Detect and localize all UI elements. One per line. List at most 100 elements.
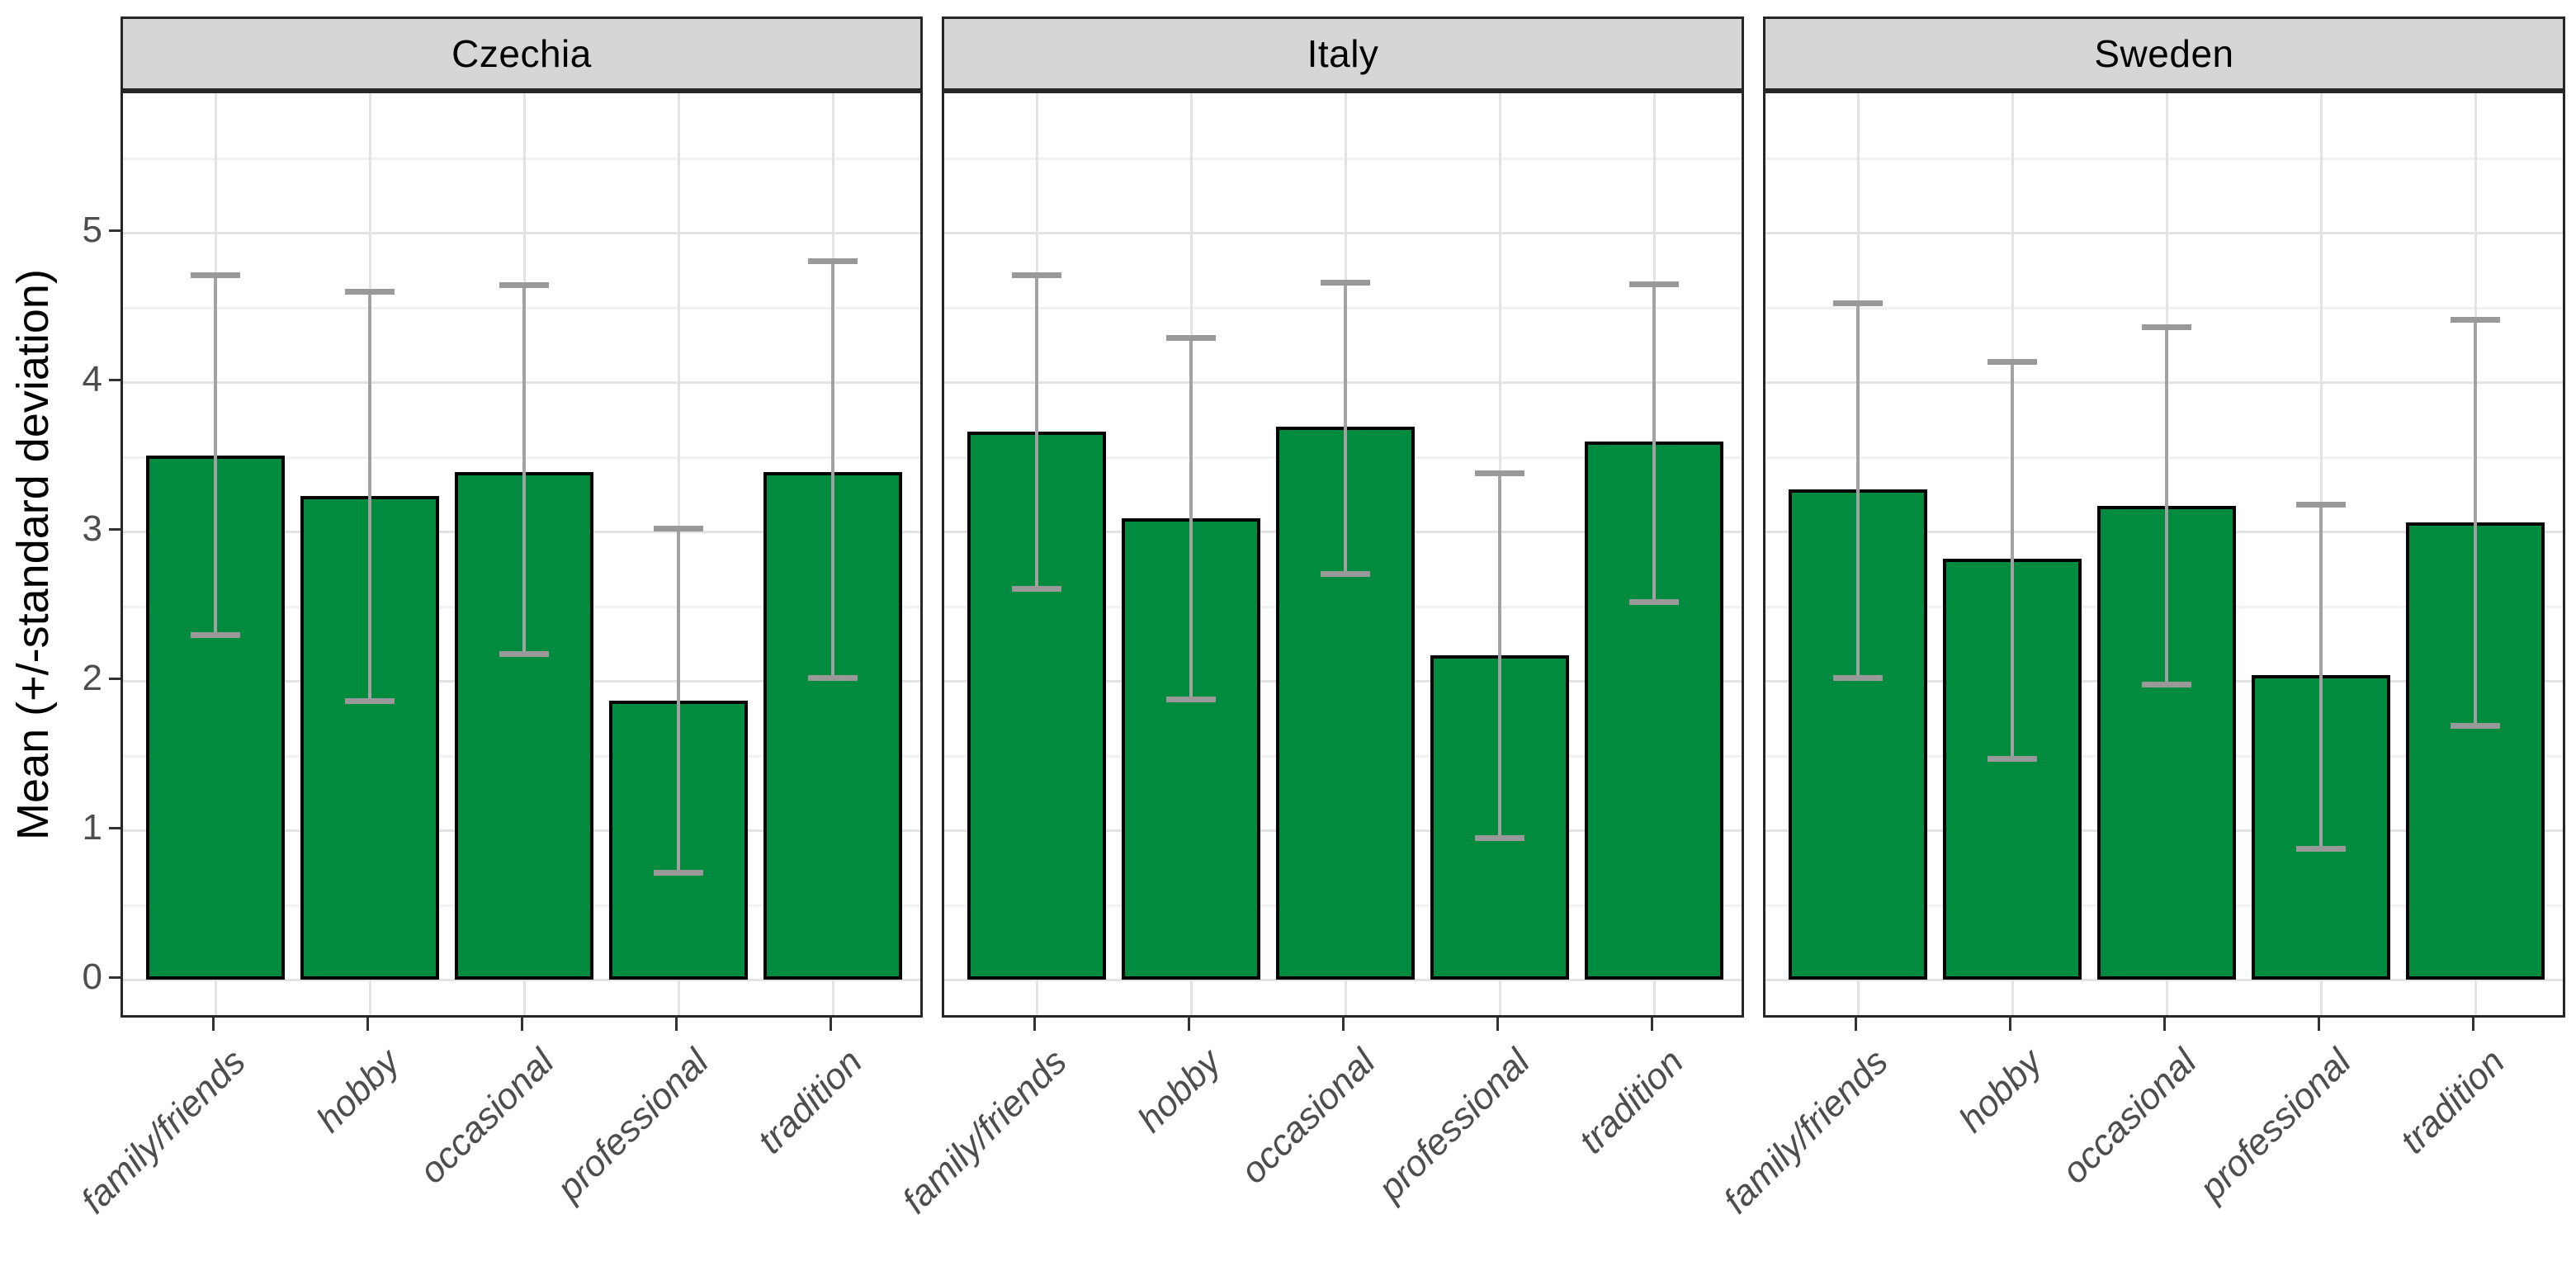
- gridline-minor: [1765, 157, 2563, 160]
- gridline-major: [944, 979, 1742, 981]
- gridline-minor: [123, 456, 920, 459]
- gridline-minor: [123, 157, 920, 160]
- y-axis-tick: [109, 229, 121, 232]
- error-bar-cap-bottom: [345, 697, 395, 704]
- facet-strip-label: Czechia: [451, 32, 592, 75]
- gridline-major: [944, 381, 1742, 384]
- error-bar-cap-top: [191, 272, 240, 278]
- facet-strip-sweden: Sweden: [1763, 17, 2565, 91]
- gridline-major: [944, 232, 1742, 234]
- gridline-minor: [1765, 306, 2563, 309]
- error-bar-cap-top: [1988, 358, 2037, 365]
- x-tick-label-occasional: occasional: [1232, 1042, 1383, 1192]
- error-bar-cap-top: [2142, 324, 2191, 331]
- x-tick-label-professional: professional: [1370, 1042, 1538, 1209]
- error-bar-cap-bottom: [2296, 845, 2346, 852]
- gridline-minor: [123, 306, 920, 309]
- error-bar-cap-top: [2451, 316, 2500, 323]
- error-bar-cap-top: [499, 282, 549, 289]
- bar-sweden-occasional: [2097, 506, 2236, 980]
- error-bar-stem: [1856, 303, 1860, 678]
- x-tick-label-occasional: occasional: [411, 1042, 562, 1192]
- gridline-major: [123, 381, 920, 384]
- panel-sweden: [1763, 91, 2565, 1018]
- x-axis-tick: [1033, 1018, 1036, 1031]
- error-bar-cap-top: [1475, 470, 1524, 477]
- gridline-minor: [1765, 456, 2563, 459]
- error-bar-stem: [368, 291, 371, 701]
- gridline-minor: [944, 306, 1742, 309]
- bar-czechia-occasional: [455, 471, 593, 980]
- error-bar-cap-bottom: [2451, 723, 2500, 730]
- error-bar-cap-top: [1166, 334, 1216, 341]
- error-bar-stem: [1189, 337, 1193, 699]
- error-bar-stem: [831, 261, 834, 678]
- error-bar-cap-bottom: [1629, 599, 1679, 606]
- error-bar-stem: [522, 285, 526, 654]
- error-bar-cap-bottom: [1166, 696, 1216, 702]
- x-axis-tick: [2009, 1018, 2011, 1031]
- x-axis-tick: [1188, 1018, 1190, 1031]
- y-axis-tick: [109, 827, 121, 829]
- y-axis-title: Mean (+/-standard deviation): [8, 268, 58, 840]
- x-tick-label-professional: professional: [549, 1042, 716, 1209]
- y-tick-label-4: 4: [82, 359, 102, 399]
- x-tick-label-hobby: hobby: [309, 1042, 408, 1141]
- error-bar-cap-top: [1833, 300, 1883, 307]
- error-bar-stem: [1344, 281, 1347, 574]
- x-tick-label-tradition: tradition: [2393, 1042, 2513, 1162]
- x-axis-tick: [1651, 1018, 1653, 1031]
- error-bar-cap-bottom: [191, 631, 240, 638]
- x-tick-label-family-friends: family/friends: [894, 1042, 1075, 1221]
- x-tick-label-family-friends: family/friends: [1715, 1042, 1896, 1221]
- error-bar-cap-top: [345, 288, 395, 295]
- y-tick-label-1: 1: [82, 807, 102, 848]
- error-bar-stem: [1035, 274, 1038, 588]
- error-bar-cap-bottom: [1012, 585, 1061, 592]
- facet-strip-czechia: Czechia: [121, 17, 923, 91]
- panel-italy: [942, 91, 1744, 1018]
- error-bar-cap-top: [2296, 502, 2346, 508]
- x-tick-label-professional: professional: [2191, 1042, 2359, 1209]
- x-tick-label-tradition: tradition: [1572, 1042, 1692, 1162]
- facet-strip-label: Italy: [1307, 32, 1379, 75]
- error-bar-cap-top: [1321, 279, 1370, 286]
- x-axis-tick: [675, 1018, 678, 1031]
- x-tick-label-hobby: hobby: [1130, 1042, 1229, 1141]
- y-axis-tick: [109, 678, 121, 680]
- y-axis-tick: [109, 379, 121, 381]
- error-bar-cap-bottom: [2142, 681, 2191, 687]
- x-axis-tick: [830, 1018, 832, 1031]
- error-bar-stem: [1652, 283, 1656, 602]
- error-bar-cap-top: [1629, 281, 1679, 287]
- error-bar-cap-top: [1012, 272, 1061, 278]
- x-axis-tick: [1496, 1018, 1499, 1031]
- error-bar-stem: [2165, 327, 2168, 684]
- x-tick-label-family-friends: family/friends: [73, 1042, 253, 1221]
- gridline-major: [1765, 381, 2563, 384]
- x-axis-tick: [1342, 1018, 1345, 1031]
- facet-strip-italy: Italy: [942, 17, 1744, 91]
- x-axis-tick: [2163, 1018, 2166, 1031]
- error-bar-cap-bottom: [1321, 570, 1370, 577]
- y-axis-tick: [109, 528, 121, 531]
- gridline-major: [1765, 979, 2563, 981]
- error-bar-stem: [2474, 319, 2477, 726]
- error-bar-cap-bottom: [654, 869, 703, 876]
- error-bar-cap-bottom: [1833, 675, 1883, 682]
- error-bar-stem: [1498, 473, 1501, 838]
- panel-czechia: [121, 91, 923, 1018]
- error-bar-stem: [677, 528, 680, 872]
- x-tick-label-occasional: occasional: [2054, 1042, 2205, 1192]
- y-axis-tick: [109, 976, 121, 979]
- gridline-minor: [944, 157, 1742, 160]
- x-axis-tick: [2472, 1018, 2474, 1031]
- error-bar-stem: [2011, 361, 2014, 759]
- x-axis-tick: [2318, 1018, 2320, 1031]
- error-bar-cap-top: [654, 526, 703, 532]
- error-bar-cap-bottom: [499, 651, 549, 658]
- error-bar-stem: [2319, 504, 2323, 848]
- y-tick-label-2: 2: [82, 658, 102, 698]
- gridline-major: [123, 979, 920, 981]
